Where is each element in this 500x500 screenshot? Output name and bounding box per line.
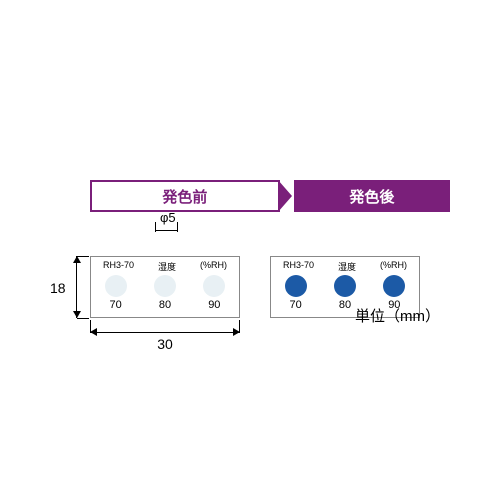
- indicator-circle: [105, 275, 127, 297]
- indicator-circle: [285, 275, 307, 297]
- card-before-values: 70 80 90: [91, 299, 239, 311]
- dim-width: 30: [90, 322, 240, 352]
- card-after-labels: RH3-70 湿度 (%RH): [271, 257, 419, 273]
- dim-height: 18: [50, 232, 90, 322]
- header-after-label: 発色後: [349, 186, 394, 207]
- label: (%RH): [200, 260, 227, 273]
- indicator-circle: [383, 275, 405, 297]
- dim-diameter-value: φ5: [160, 210, 176, 225]
- card-before-labels: RH3-70 湿度 (%RH): [91, 257, 239, 273]
- dim-height-value: 18: [50, 280, 66, 296]
- header-row: 発色前 発色後: [90, 180, 450, 212]
- dim-diameter: φ5: [160, 210, 176, 225]
- card-before: RH3-70 湿度 (%RH) 70 80 90: [90, 256, 240, 318]
- value: 90: [208, 299, 220, 311]
- humidity-indicator-diagram: 発色前 発色後 18 φ5 RH3-70 湿度 (: [50, 180, 450, 352]
- card-before-wrap: φ5 RH3-70 湿度 (%RH) 70 80 90: [90, 232, 240, 318]
- value: 70: [290, 299, 302, 311]
- card-after-circles: [271, 275, 419, 297]
- value: 70: [110, 299, 122, 311]
- header-after: 発色後: [294, 180, 450, 212]
- value: 80: [159, 299, 171, 311]
- indicator-circle: [203, 275, 225, 297]
- header-before: 発色前: [90, 180, 280, 212]
- value: 80: [339, 299, 351, 311]
- card-before-circles: [91, 275, 239, 297]
- indicator-circle: [154, 275, 176, 297]
- label: 湿度: [338, 260, 356, 273]
- dim-width-value: 30: [90, 336, 240, 352]
- indicator-circle: [334, 275, 356, 297]
- label: (%RH): [380, 260, 407, 273]
- label: RH3-70: [283, 260, 314, 273]
- header-before-label: 発色前: [162, 186, 207, 207]
- label: RH3-70: [103, 260, 134, 273]
- unit-label: 単位（mm）: [355, 305, 440, 326]
- label: 湿度: [158, 260, 176, 273]
